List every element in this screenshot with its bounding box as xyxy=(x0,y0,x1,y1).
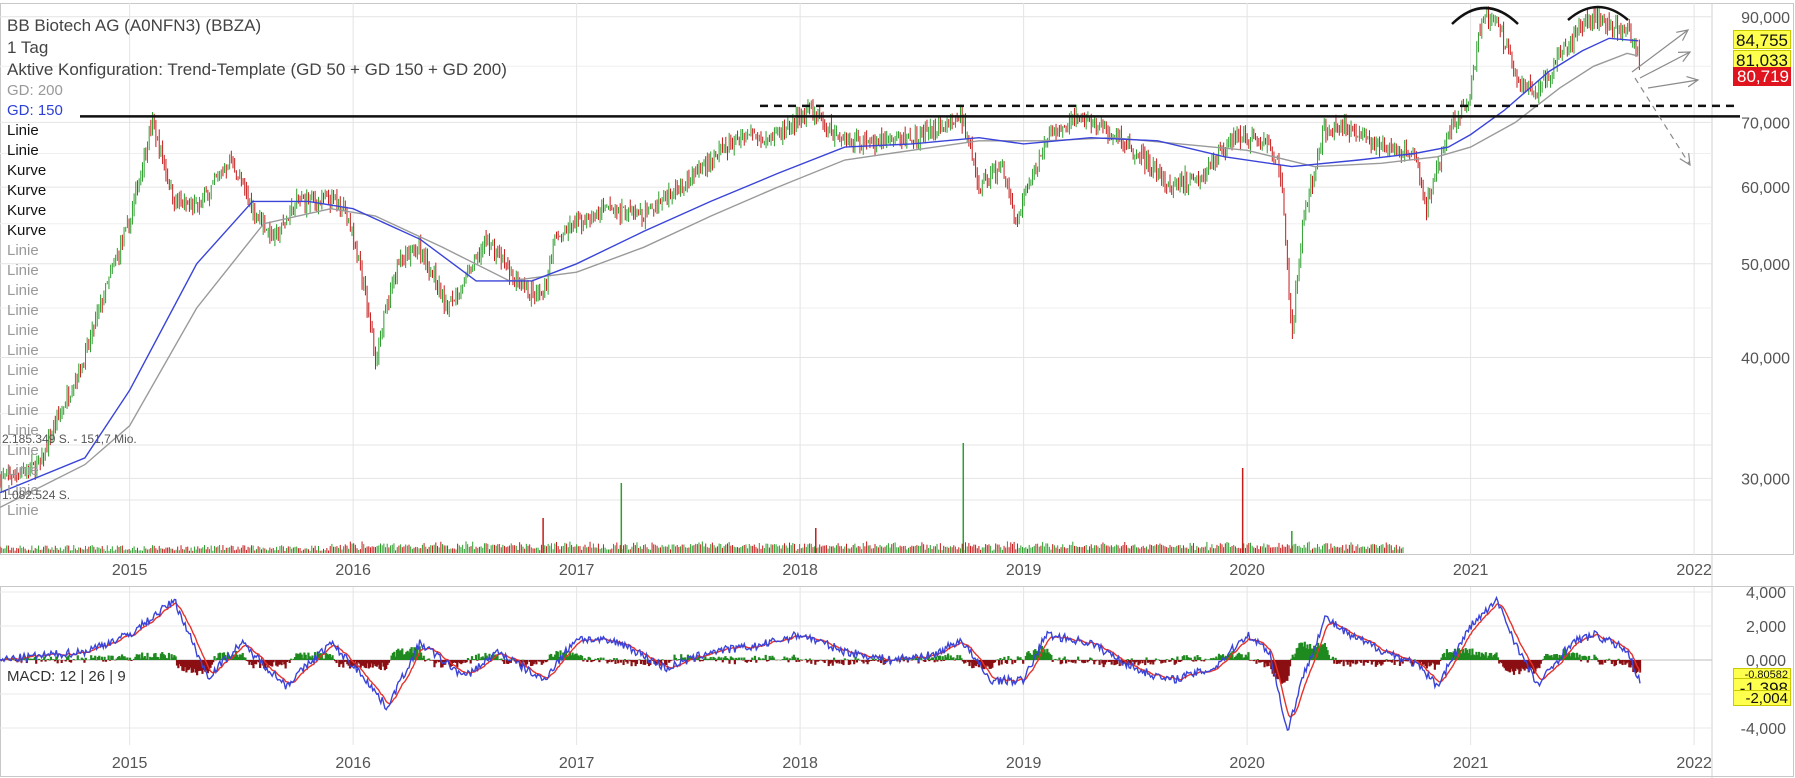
x-tick-label: 2015 xyxy=(112,562,148,579)
legend-item[interactable]: Linie xyxy=(7,342,39,359)
projection-arrow-mid xyxy=(1639,51,1691,79)
legend-item[interactable]: Linie xyxy=(7,482,39,499)
y-tick-label: 50,000 xyxy=(1741,257,1790,274)
legend-item[interactable]: Linie xyxy=(7,362,39,379)
x-tick-label: 2016 xyxy=(335,562,371,579)
y-tick-label: 40,000 xyxy=(1741,351,1790,368)
legend-item[interactable]: Linie xyxy=(7,462,39,479)
x-tick-label: 2021 xyxy=(1453,755,1489,772)
moving-average-lines xyxy=(0,37,1639,509)
x-tick-label: 2022 xyxy=(1676,755,1712,772)
interval-label: 1 Tag xyxy=(7,38,49,57)
y-tick-label: 70,000 xyxy=(1741,115,1790,132)
x-tick-label: 2017 xyxy=(559,562,595,579)
legend-item[interactable]: Linie xyxy=(7,402,39,419)
chart-legend: BB Biotech AG (A0NFN3) (BBZA) 1 Tag Akti… xyxy=(7,15,507,521)
x-tick-label: 2020 xyxy=(1229,755,1265,772)
legend-item[interactable]: Linie xyxy=(7,302,39,319)
price-candles xyxy=(0,6,1640,493)
x-tick-label: 2018 xyxy=(782,562,818,579)
x-tick-label: 2017 xyxy=(559,755,595,772)
y-tick-label: 30,000 xyxy=(1741,471,1790,488)
macd-tick-label: -4,000 xyxy=(1741,721,1786,738)
macd-label: MACD: 12 | 26 | 9 xyxy=(7,668,126,685)
legend-item[interactable]: Linie xyxy=(7,502,39,519)
legend-item[interactable]: Linie xyxy=(7,322,39,339)
volume-label-mid: 1.082.524 S. xyxy=(2,488,71,502)
projection-arrow-flat xyxy=(1647,79,1699,89)
macd-tick-label: 0,000 xyxy=(1746,653,1786,670)
gd200-line xyxy=(0,52,1639,509)
legend-item[interactable]: Linie xyxy=(7,242,39,259)
projection-arrow-up-head xyxy=(1676,29,1690,41)
legend-item[interactable]: Linie xyxy=(7,122,39,139)
macd-panel-frame xyxy=(0,586,1794,777)
macd-panel xyxy=(0,595,1642,732)
price-tag-last: 80,719 xyxy=(1733,67,1791,86)
legend-item[interactable]: Linie xyxy=(7,282,39,299)
y-tick-label: 60,000 xyxy=(1741,180,1790,197)
x-tick-label: 2015 xyxy=(112,755,148,772)
macd-tag-signal: -2,004 xyxy=(1733,690,1791,707)
legend-item[interactable]: Kurve xyxy=(7,182,47,199)
price-panel-frame xyxy=(0,3,1794,555)
gd150-line xyxy=(0,37,1639,494)
projection-arrow-flat-head xyxy=(1686,75,1700,88)
projection-arrow-down-head xyxy=(1679,153,1691,167)
chart-title: BB Biotech AG (A0NFN3) (BBZA) xyxy=(7,16,262,35)
top-arc-left xyxy=(1451,6,1519,25)
volume-bars xyxy=(0,443,1404,553)
x-tick-label: 2019 xyxy=(1006,755,1042,772)
legend-item[interactable]: Linie xyxy=(7,382,39,399)
legend-item[interactable]: Linie xyxy=(7,442,39,459)
legend-item[interactable]: Kurve xyxy=(7,222,47,239)
x-tick-label: 2016 xyxy=(335,755,371,772)
legend-item[interactable]: Linie xyxy=(7,262,39,279)
macd-tick-label: 2,000 xyxy=(1746,619,1786,636)
legend-item[interactable]: GD: 150 xyxy=(7,102,63,119)
projection-arrow-down xyxy=(1634,77,1691,166)
macd-tick-label: 4,000 xyxy=(1746,585,1786,602)
legend-item[interactable]: Linie xyxy=(7,422,39,439)
y-tick-label: 90,000 xyxy=(1741,10,1790,27)
projection-arrow-up xyxy=(1631,29,1689,73)
legend-item[interactable]: Kurve xyxy=(7,162,47,179)
x-tick-label: 2022 xyxy=(1676,562,1712,579)
drawing-overlay xyxy=(80,5,1740,167)
x-tick-label: 2019 xyxy=(1006,562,1042,579)
top-arc-right xyxy=(1567,5,1629,21)
config-label: Aktive Konfiguration: Trend-Template (GD… xyxy=(7,60,507,79)
x-tick-label: 2018 xyxy=(782,755,818,772)
legend-item[interactable]: Kurve xyxy=(7,202,47,219)
volume-label-max: 2.185.349 S. - 151,7 Mio. xyxy=(2,432,137,446)
legend-item[interactable]: GD: 200 xyxy=(7,82,63,99)
legend-item[interactable]: Linie xyxy=(7,142,39,159)
macd-line xyxy=(0,595,1641,732)
x-tick-label: 2021 xyxy=(1453,562,1489,579)
projection-arrow-mid-head xyxy=(1677,51,1692,62)
x-tick-label: 2020 xyxy=(1229,562,1265,579)
price-tag-gd150: 84,755 xyxy=(1733,30,1791,50)
